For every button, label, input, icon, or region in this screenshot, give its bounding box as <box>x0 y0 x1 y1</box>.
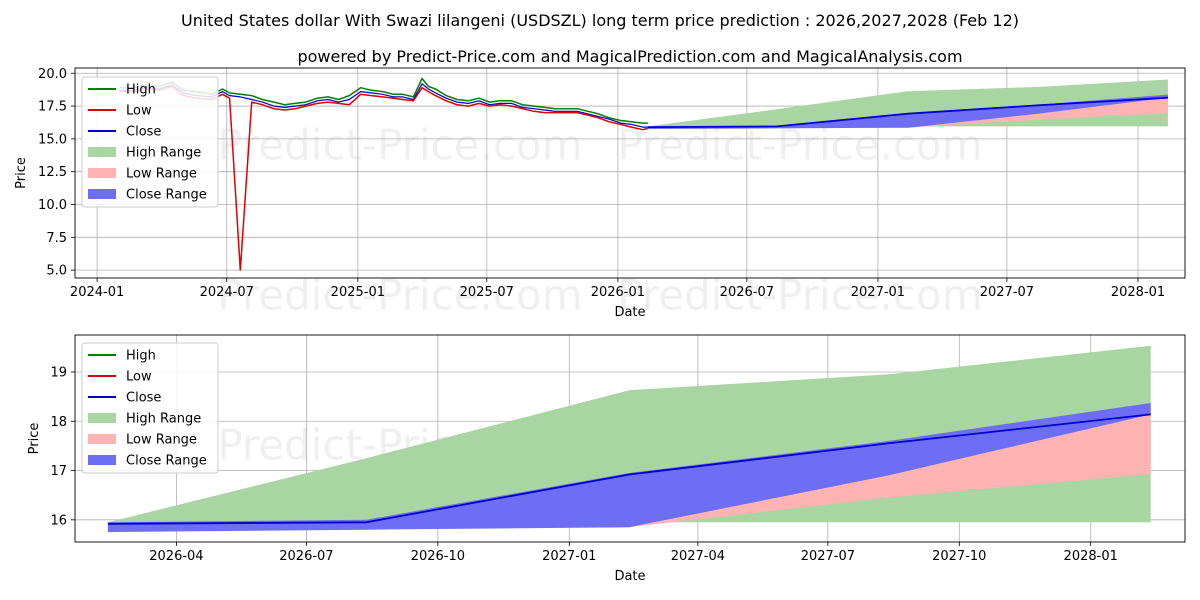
x-tick-label: 2027-01 <box>542 549 596 564</box>
y-tick-label: 15.0 <box>38 132 67 147</box>
legend-label: Low Range <box>126 167 197 182</box>
y-axis-label: Price <box>27 423 42 455</box>
legend-label: High <box>126 83 156 98</box>
legend-label: Close <box>126 125 161 140</box>
x-tick-label: 2025-07 <box>460 285 514 300</box>
y-tick-label: 12.5 <box>38 165 67 180</box>
legend-swatch <box>88 147 116 157</box>
legend-label: High Range <box>126 146 201 161</box>
watermark-text: Predict-Price.com <box>217 121 582 170</box>
x-tick-label: 2027-07 <box>980 285 1034 300</box>
y-tick-label: 20.0 <box>38 67 67 82</box>
close-history-line <box>119 83 648 128</box>
legend-label: Low <box>126 104 152 119</box>
x-tick-label: 2027-07 <box>801 549 855 564</box>
y-tick-label: 17 <box>50 464 67 479</box>
y-tick-label: 18 <box>50 415 67 430</box>
x-tick-label: 2025-01 <box>331 285 385 300</box>
legend-label: Low <box>126 370 152 385</box>
chart-subtitle: powered by Predict-Price.com and Magical… <box>297 47 962 66</box>
x-tick-label: 2024-01 <box>70 285 124 300</box>
y-tick-label: 16 <box>50 513 67 528</box>
x-tick-label: 2028-01 <box>1064 549 1118 564</box>
legend-label: High Range <box>126 412 201 427</box>
low-range-band <box>647 97 1168 129</box>
x-tick-label: 2026-01 <box>591 285 645 300</box>
legend-label: Close Range <box>126 454 207 469</box>
x-axis-label: Date <box>614 305 645 320</box>
legend-swatch <box>88 434 116 444</box>
legend-swatch <box>88 455 116 465</box>
x-tick-label: 2027-10 <box>932 549 986 564</box>
close-range-band <box>107 403 1151 533</box>
watermark-text: Predict-Price.com <box>617 271 982 320</box>
chart-title: United States dollar With Swazi lilangen… <box>181 11 1019 30</box>
high-history-line <box>119 77 648 124</box>
low-range-band <box>107 414 1151 530</box>
x-tick-label: 2026-04 <box>149 549 203 564</box>
legend-swatch <box>88 413 116 423</box>
x-tick-label: 2028-01 <box>1111 285 1165 300</box>
x-tick-label: 2024-07 <box>200 285 254 300</box>
low-history-line <box>119 85 648 271</box>
y-axis-label: Price <box>14 157 29 189</box>
top-panel: Predict-Price.com Predict-Price.com Predic… <box>14 67 1186 320</box>
y-tick-label: 19 <box>50 365 67 380</box>
watermark-text: Predict-Price.com <box>217 271 582 320</box>
x-tick-label: 2027-04 <box>671 549 725 564</box>
legend-swatch <box>88 189 116 199</box>
x-tick-label: 2026-10 <box>411 549 465 564</box>
close-range-band <box>647 94 1168 129</box>
legend-label: High <box>126 349 156 364</box>
plot-frame <box>74 67 1186 279</box>
x-axis-label: Date <box>614 569 645 584</box>
x-tick-label: 2026-07 <box>720 285 774 300</box>
x-tick-label: 2026-07 <box>279 549 333 564</box>
legend-label: Low Range <box>126 433 197 448</box>
plot-frame <box>74 334 1186 543</box>
y-tick-label: 5.0 <box>46 264 67 279</box>
legend-swatch <box>88 168 116 178</box>
close-forecast-line <box>647 96 1168 128</box>
y-tick-label: 17.5 <box>38 100 67 115</box>
legend-label: Close <box>126 391 161 406</box>
bottom-panel: Predict-Price.comPredict-Price.com2026-0… <box>27 334 1186 584</box>
x-tick-label: 2027-01 <box>851 285 905 300</box>
y-tick-label: 7.5 <box>46 231 67 246</box>
close-forecast-line <box>107 413 1151 525</box>
y-tick-label: 10.0 <box>38 198 67 213</box>
legend-label: Close Range <box>126 188 207 203</box>
